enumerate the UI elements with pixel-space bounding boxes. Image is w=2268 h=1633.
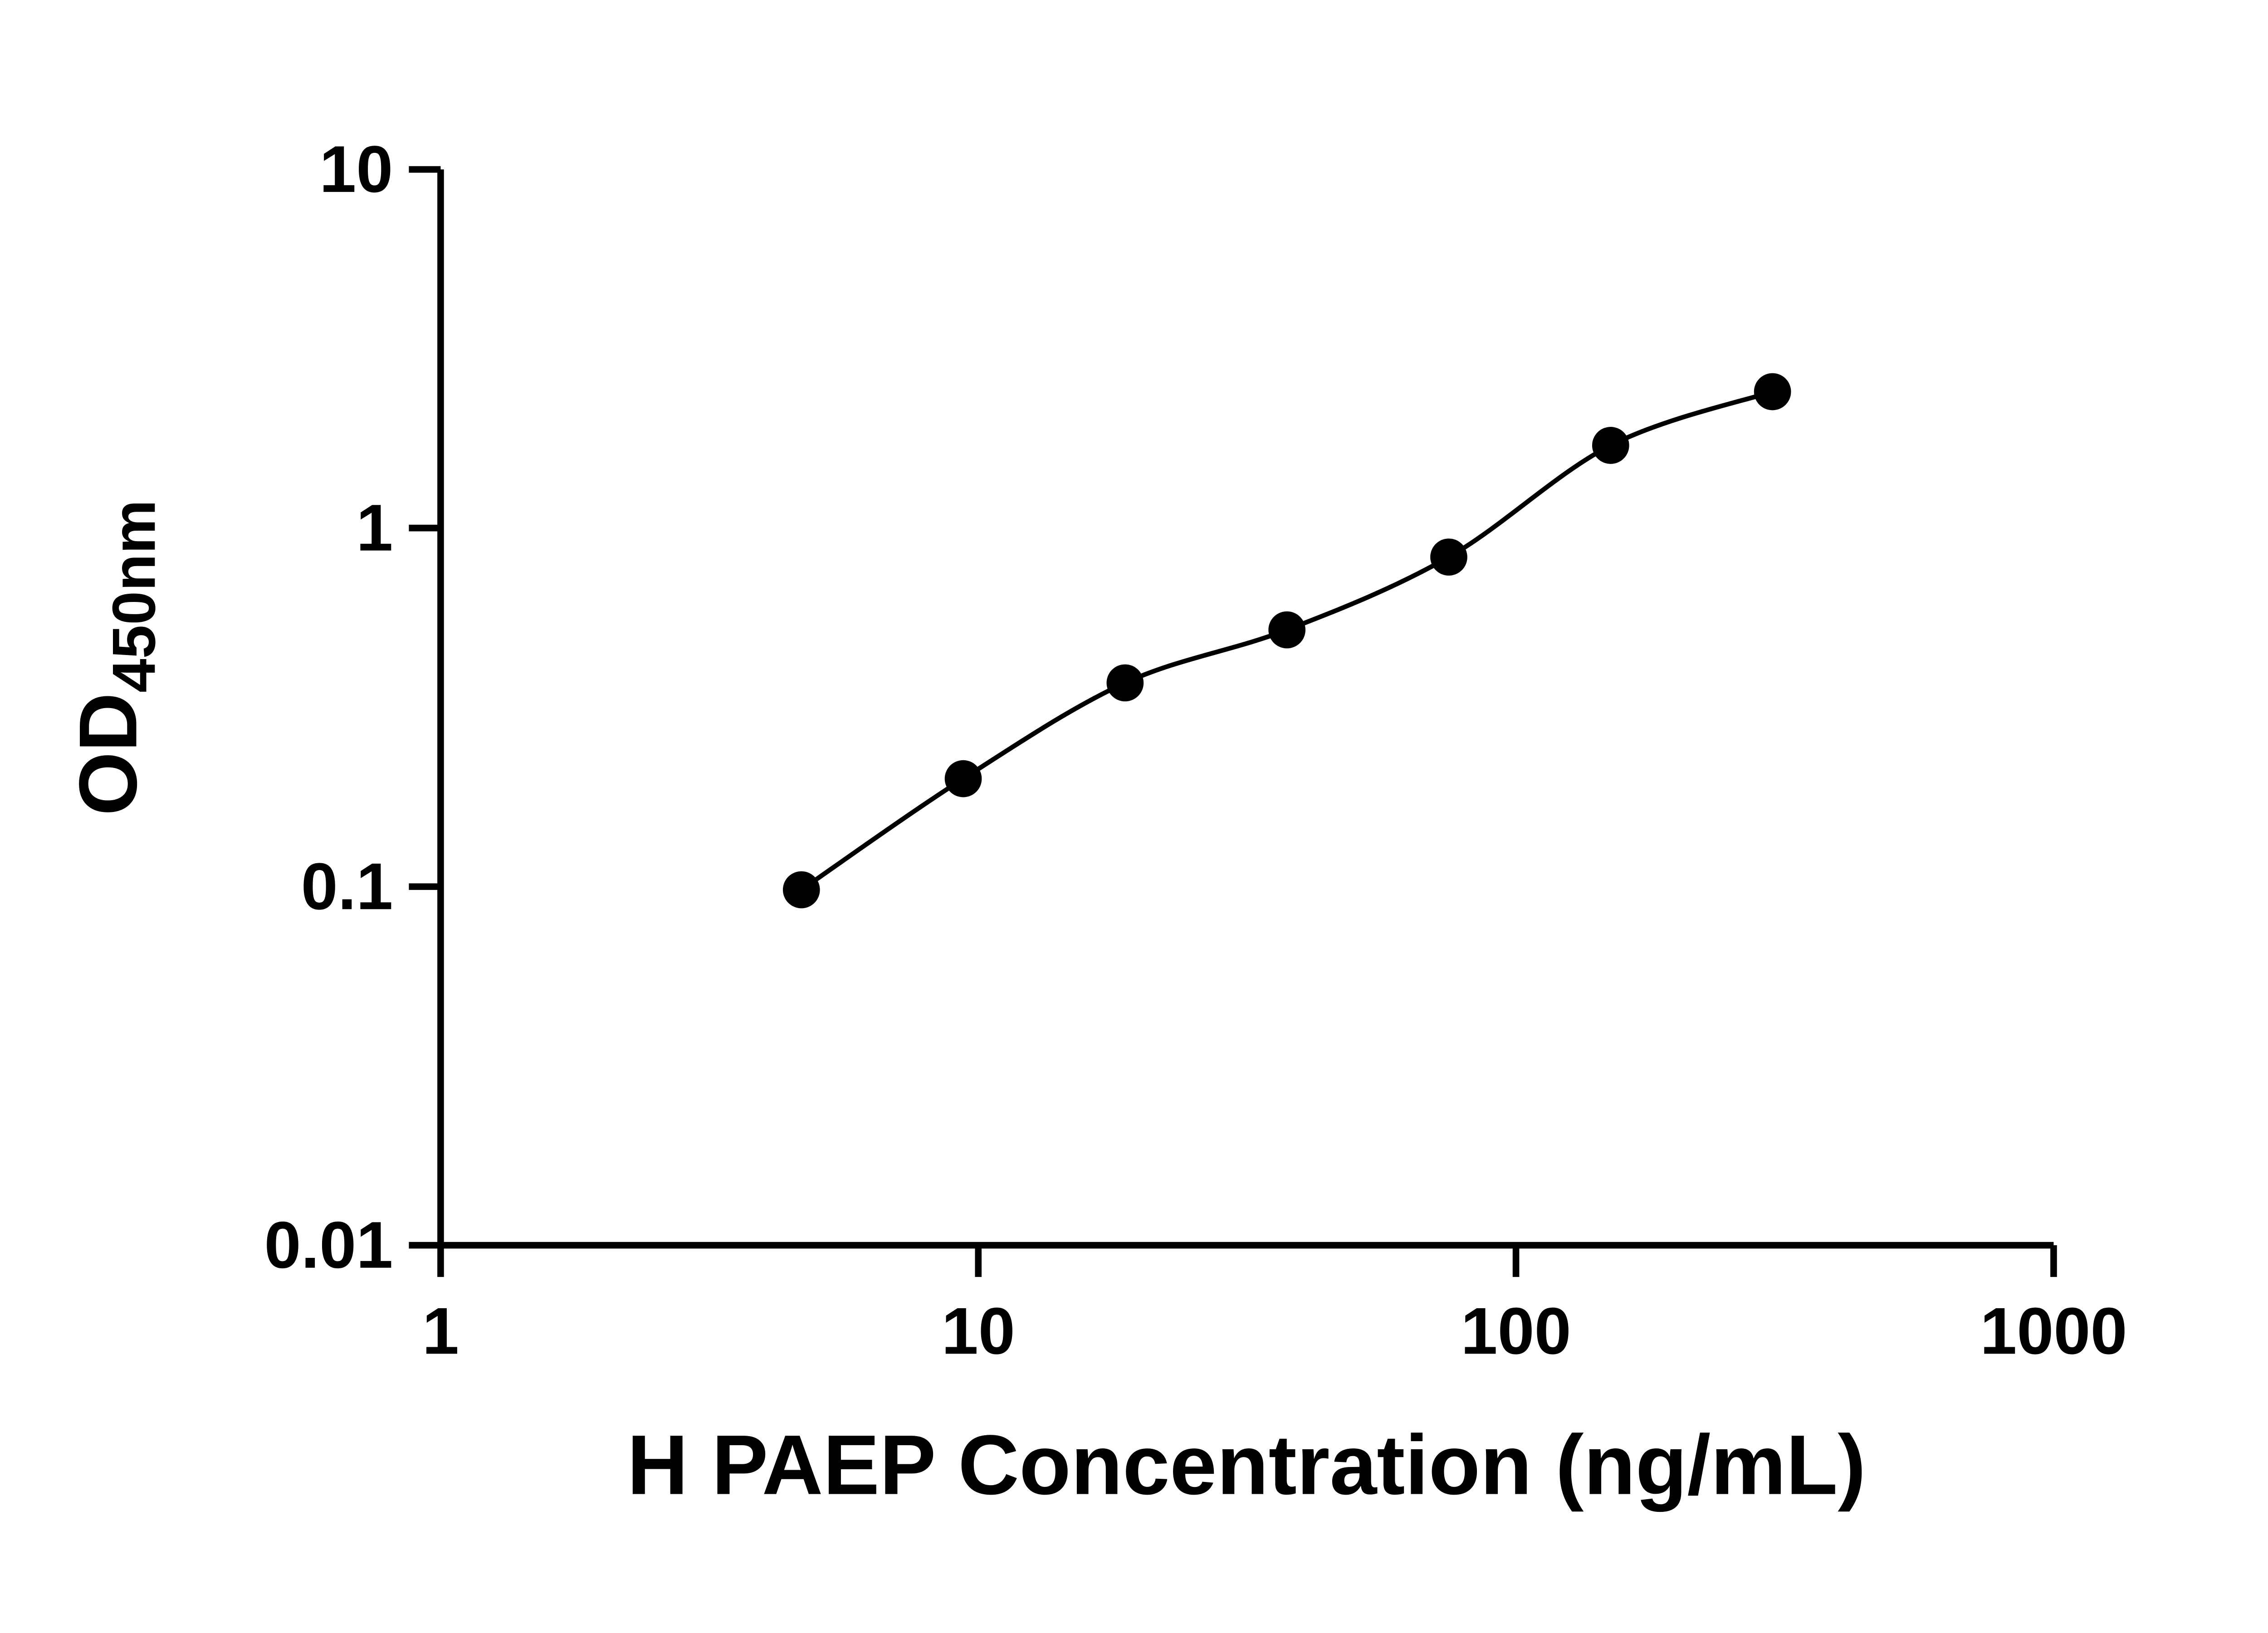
x-tick-label: 10	[942, 1294, 1015, 1368]
y-tick-label: 0.1	[301, 849, 393, 923]
axes-layer	[437, 169, 2054, 1249]
y-tick-label: 0.01	[264, 1208, 393, 1282]
x-tick-label: 1000	[1980, 1294, 2127, 1368]
y-tick-label: 1	[356, 491, 393, 565]
y-tick-label: 10	[319, 132, 393, 206]
data-points-layer	[782, 373, 1791, 909]
y-axis-title-main: OD	[62, 693, 154, 816]
data-point	[1754, 373, 1791, 411]
x-axis-title: H PAEP Concentration (ng/mL)	[627, 1418, 1866, 1512]
data-point	[1430, 538, 1467, 576]
tick-marks-layer	[409, 166, 2057, 1277]
y-axis-title-subscript: 450nm	[100, 500, 168, 693]
data-point	[782, 871, 820, 909]
axis-spines	[437, 169, 2054, 1249]
tick-labels-layer: 1 10 100 1000 0.01 0.1 1 10	[264, 132, 2127, 1368]
x-tick-label: 100	[1461, 1294, 1571, 1368]
data-point	[1268, 611, 1306, 649]
data-point	[1592, 427, 1629, 464]
x-tick-label: 1	[422, 1294, 459, 1368]
data-point	[1106, 664, 1144, 702]
y-axis-title: OD450nm	[62, 500, 168, 816]
data-point	[944, 760, 982, 797]
